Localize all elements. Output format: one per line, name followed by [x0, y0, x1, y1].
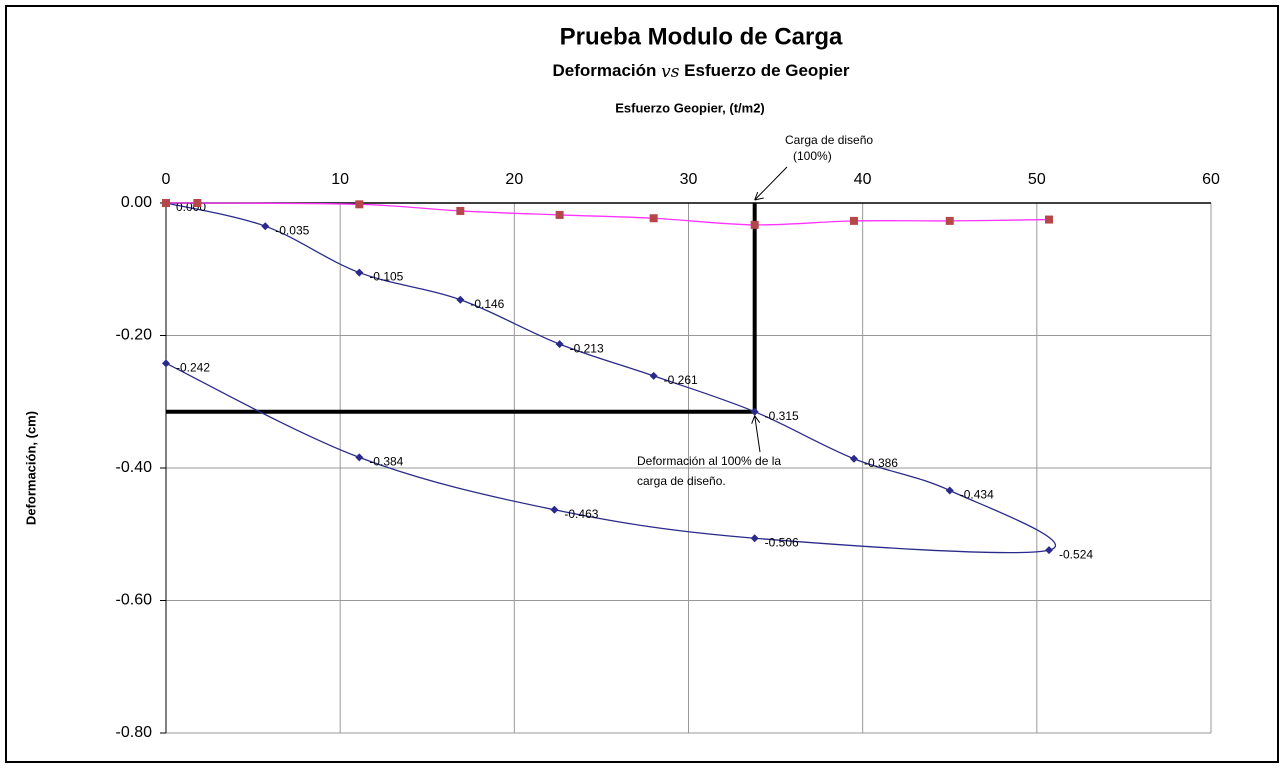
marker — [1045, 215, 1054, 224]
marker — [456, 206, 465, 215]
marker — [1045, 546, 1054, 555]
marker — [355, 200, 364, 209]
subtitle-part: Esfuerzo de Geopier — [679, 61, 849, 80]
y-tick-label: -0.20 — [116, 327, 153, 344]
marker — [649, 371, 658, 380]
data-label: -0.384 — [369, 455, 403, 469]
data-label: -0.386 — [864, 456, 898, 470]
chart-subtitle: Deformación vs Esfuerzo de Geopier — [552, 61, 849, 81]
x-tick-label: 10 — [331, 171, 349, 188]
x-tick-label: 40 — [854, 171, 872, 188]
y-axis-label: Deformación, (cm) — [23, 411, 38, 525]
annotation: carga de diseño. — [637, 474, 726, 488]
x-tick-label: 0 — [162, 171, 171, 188]
annotation-arrow — [754, 415, 761, 453]
marker — [456, 295, 465, 304]
data-label: -0.035 — [275, 223, 309, 237]
frame — [5, 5, 1279, 763]
x-tick-label: 50 — [1028, 171, 1046, 188]
marker — [555, 340, 564, 349]
marker — [355, 453, 364, 462]
data-label: -0.315 — [765, 409, 799, 423]
data-label: -0.463 — [564, 507, 598, 521]
x-tick-label: 20 — [505, 171, 523, 188]
x-tick-label: 30 — [680, 171, 698, 188]
data-label: -0.524 — [1059, 547, 1093, 561]
marker — [750, 220, 759, 229]
marker — [555, 210, 564, 219]
chart-title: Prueba Modulo de Carga — [560, 23, 843, 50]
annotation: (100%) — [793, 149, 832, 163]
annotation: Carga de diseño — [785, 133, 873, 147]
data-label: -0.506 — [765, 535, 799, 549]
marker — [750, 407, 759, 416]
marker — [849, 216, 858, 225]
marker — [355, 268, 364, 277]
marker — [162, 359, 170, 368]
marker — [849, 454, 858, 463]
data-label: -0.242 — [176, 360, 210, 374]
y-tick-label: 0.00 — [121, 194, 152, 211]
marker — [945, 486, 954, 495]
marker — [945, 216, 954, 225]
subtitle-part: Deformación — [552, 61, 661, 80]
marker — [162, 199, 170, 207]
arrow-head — [751, 415, 761, 424]
y-tick-label: -0.40 — [116, 459, 153, 476]
arrow-head — [754, 191, 764, 201]
x-axis-label: Esfuerzo Geopier, (t/m2) — [615, 100, 765, 115]
data-label: -0.261 — [664, 373, 698, 387]
x-tick-label: 60 — [1202, 171, 1220, 188]
y-tick-label: -0.80 — [116, 724, 153, 741]
marker — [193, 199, 202, 207]
marker — [550, 505, 559, 514]
subtitle-part: vs — [661, 62, 680, 82]
data-label: -0.213 — [570, 341, 604, 355]
annotation: Deformación al 100% de la — [637, 454, 781, 468]
data-label: -0.434 — [960, 488, 994, 502]
marker — [261, 222, 270, 231]
data-label: -0.105 — [369, 270, 403, 284]
y-tick-label: -0.60 — [116, 592, 153, 609]
series-line — [165, 202, 1050, 226]
marker — [750, 534, 759, 543]
series-line — [165, 202, 1057, 554]
marker — [649, 214, 658, 223]
annotation-arrow — [754, 166, 788, 201]
data-label: -0.146 — [470, 297, 504, 311]
